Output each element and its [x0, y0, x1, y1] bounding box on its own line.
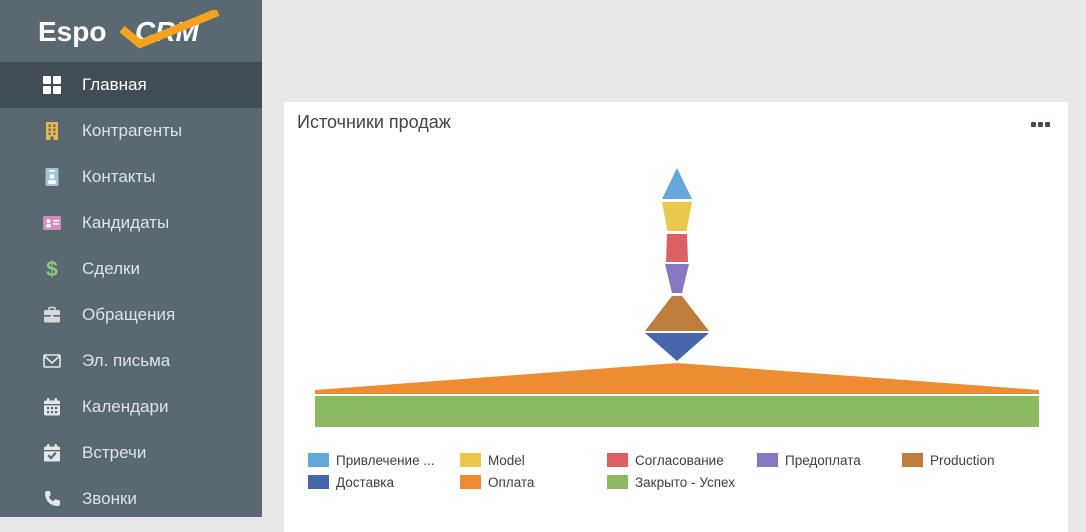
sidebar-item-home[interactable]: Главная — [0, 62, 262, 108]
legend-label: Model — [488, 452, 525, 468]
ellipsis-icon — [1038, 122, 1043, 127]
funnel-segment-payment[interactable] — [315, 363, 1039, 394]
svg-text:Espo: Espo — [38, 16, 106, 47]
legend-label: Согласование — [635, 452, 724, 468]
legend-label: Закрыто - Успех — [635, 474, 736, 490]
phone-icon — [45, 490, 60, 506]
legend-swatch — [607, 475, 628, 489]
chart-legend: Привлечение ... Model Согласование Предопла… — [308, 452, 995, 490]
dashlet-sales-pipeline: Источники продаж Привлечение ... Model Сог… — [284, 102, 1068, 532]
sidebar-item-meetings[interactable]: Встречи — [0, 430, 262, 476]
sidebar-item-emails[interactable]: Эл. письма — [0, 338, 262, 384]
funnel-segment-attract[interactable] — [662, 168, 692, 199]
sidebar-item-calendars[interactable]: Календари — [0, 384, 262, 430]
legend-item: Привлечение ... — [308, 452, 460, 468]
sidebar-item-cases[interactable]: Обращения — [0, 292, 262, 338]
legend-item: Model — [460, 452, 607, 468]
sidebar-item-label: Встречи — [82, 443, 147, 462]
dashlet-title: Источники продаж — [297, 112, 451, 132]
legend-swatch — [460, 453, 481, 467]
calendar-check-icon — [44, 444, 60, 462]
legend-label: Доставка — [336, 474, 394, 490]
candidate-card-icon — [43, 216, 61, 230]
legend-item: Production — [902, 452, 995, 468]
envelope-icon — [43, 354, 61, 368]
legend-item: Оплата — [460, 474, 607, 490]
sidebar-item-label: Контрагенты — [82, 121, 183, 140]
funnel-segment-closed-won[interactable] — [315, 396, 1039, 427]
sidebar-item-label: Главная — [82, 75, 147, 94]
sidebar-item-label: Контакты — [82, 167, 156, 186]
funnel-chart — [315, 168, 1039, 427]
dollar-icon: $ — [46, 259, 58, 279]
sidebar-item-label: Кандидаты — [82, 213, 170, 232]
briefcase-icon — [44, 306, 60, 323]
funnel-segment-model[interactable] — [662, 202, 692, 231]
legend-swatch — [460, 475, 481, 489]
svg-text:$: $ — [46, 259, 58, 279]
funnel-segment-prepay[interactable] — [665, 264, 689, 293]
legend-label: Оплата — [488, 474, 535, 490]
building-icon — [46, 122, 58, 140]
legend-label: Production — [930, 452, 995, 468]
sidebar-item-label: Звонки — [82, 489, 137, 508]
sidebar-item-label: Обращения — [82, 305, 176, 324]
calendar-icon — [44, 398, 60, 416]
legend-swatch — [757, 453, 778, 467]
id-card-icon — [45, 168, 59, 186]
sidebar: Espo CRM Главная Контрагенты — [0, 0, 262, 517]
sidebar-item-accounts[interactable]: Контрагенты — [0, 108, 262, 154]
funnel-segment-production[interactable] — [645, 296, 709, 331]
legend-swatch — [308, 453, 329, 467]
sidebar-item-contacts[interactable]: Контакты — [0, 154, 262, 200]
app-logo[interactable]: Espo CRM — [0, 0, 262, 62]
espocrm-logo-image: Espo CRM — [38, 10, 220, 49]
legend-item: Доставка — [308, 474, 460, 490]
grid-icon — [43, 76, 61, 94]
dashlet-menu-button[interactable] — [1027, 118, 1054, 131]
sidebar-item-label: Эл. письма — [82, 351, 171, 370]
sidebar-item-label: Сделки — [82, 259, 140, 278]
funnel-segment-delivery[interactable] — [645, 333, 709, 361]
legend-swatch — [902, 453, 923, 467]
legend-swatch — [308, 475, 329, 489]
logo-swoosh — [119, 10, 220, 49]
ellipsis-icon — [1031, 122, 1036, 127]
sidebar-item-calls[interactable]: Звонки — [0, 476, 262, 522]
funnel-segment-approval[interactable] — [666, 234, 688, 262]
legend-label: Привлечение ... — [336, 452, 435, 468]
ellipsis-icon — [1045, 122, 1050, 127]
sidebar-item-label: Календари — [82, 397, 169, 416]
legend-item: Предоплата — [757, 452, 902, 468]
legend-item: Закрыто - Успех — [607, 474, 757, 490]
legend-item: Согласование — [607, 452, 757, 468]
sidebar-item-opportunities[interactable]: $ Сделки — [0, 246, 262, 292]
sidebar-item-candidates[interactable]: Кандидаты — [0, 200, 262, 246]
legend-label: Предоплата — [785, 452, 861, 468]
legend-swatch — [607, 453, 628, 467]
